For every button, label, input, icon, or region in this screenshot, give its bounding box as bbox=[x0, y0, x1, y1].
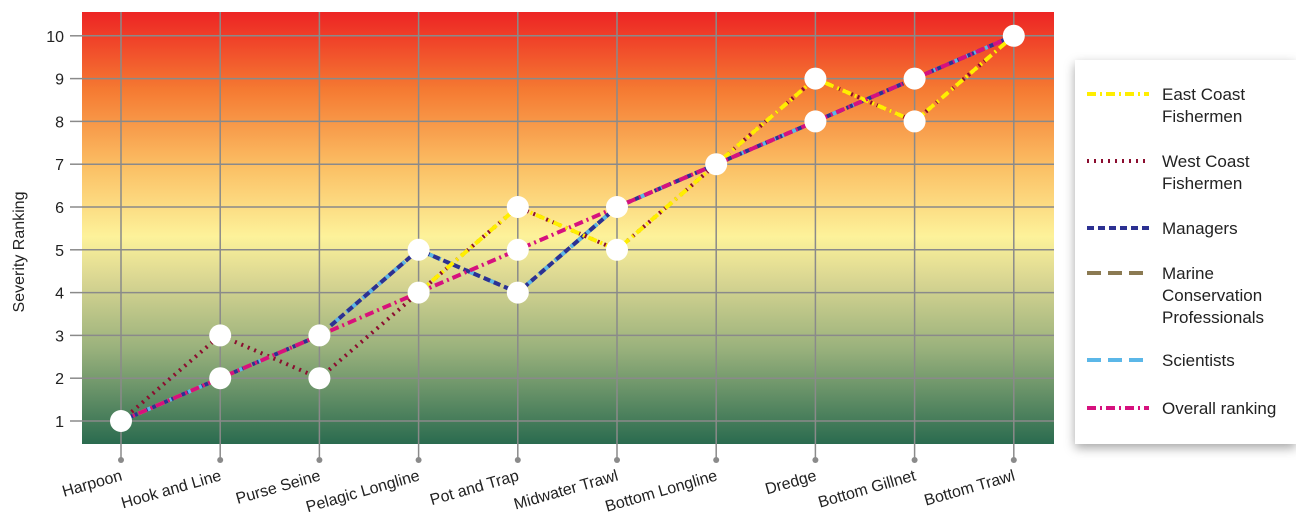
x-tick-dot bbox=[812, 457, 819, 463]
legend-label-line: Fishermen bbox=[1162, 174, 1243, 193]
y-tick-label: 4 bbox=[55, 286, 64, 303]
x-tick-dot bbox=[118, 457, 124, 463]
x-tick-label: Bottom Trawl bbox=[922, 468, 1016, 510]
legend-label-line: Overall ranking bbox=[1162, 399, 1277, 418]
legend-label: East Coast Fishermen bbox=[1162, 84, 1292, 128]
data-point-marker bbox=[407, 281, 430, 304]
series-line-managers bbox=[120, 33, 1015, 423]
data-point-marker bbox=[110, 410, 132, 432]
data-point-marker bbox=[606, 238, 628, 261]
x-tick-label: Bottom Longline bbox=[603, 467, 719, 515]
data-point-marker bbox=[407, 238, 430, 261]
x-tick-label: Pelagic Longline bbox=[304, 467, 422, 516]
legend-label: West Coast Fishermen bbox=[1162, 151, 1292, 195]
y-tick-label: 2 bbox=[55, 371, 64, 388]
x-tick-label: Dredge bbox=[763, 467, 818, 498]
series-line-east-coast-fishermen bbox=[120, 34, 1016, 423]
data-point-marker bbox=[903, 110, 926, 133]
data-point-marker bbox=[606, 196, 628, 218]
x-tick-dot bbox=[217, 457, 224, 463]
x-tick-label: Bottom Gillnet bbox=[816, 467, 918, 511]
y-tick-label: 10 bbox=[46, 29, 64, 46]
data-point-marker bbox=[506, 196, 529, 218]
legend-swatch bbox=[1087, 271, 1149, 275]
x-tick-label: Pot and Trap bbox=[428, 467, 521, 509]
legend-swatch bbox=[1087, 226, 1149, 230]
data-point-marker bbox=[506, 281, 529, 304]
y-tick-label: 1 bbox=[55, 414, 64, 431]
y-tick-label: 6 bbox=[55, 200, 64, 217]
x-tick-label: Harpoon bbox=[60, 468, 124, 501]
legend-label-line: Fishermen bbox=[1162, 107, 1243, 126]
x-tick-dot bbox=[614, 457, 620, 463]
legend-label-line: Managers bbox=[1162, 219, 1238, 238]
grid bbox=[70, 12, 1054, 463]
data-point-marker bbox=[209, 324, 232, 347]
y-tick-label: 5 bbox=[55, 243, 64, 260]
y-tick-label: 3 bbox=[55, 328, 64, 345]
data-point-marker bbox=[804, 110, 827, 133]
data-point-marker bbox=[1002, 24, 1025, 47]
x-tick-label: Midwater Trawl bbox=[512, 468, 620, 514]
series-lines bbox=[119, 33, 1016, 423]
data-point-marker bbox=[308, 324, 331, 347]
x-tick-dot bbox=[911, 457, 918, 463]
legend-label-line: Marine bbox=[1162, 264, 1214, 283]
legend-label: Managers bbox=[1162, 218, 1292, 240]
y-tick-label: 8 bbox=[55, 114, 64, 131]
y-tick-labels: 1 2 3 4 5 6 7 8 9 10 bbox=[46, 29, 64, 431]
legend-label: Scientists bbox=[1162, 350, 1292, 372]
legend-label-line: East Coast bbox=[1162, 85, 1246, 104]
x-tick-dot bbox=[316, 457, 323, 463]
y-tick-label: 7 bbox=[55, 157, 64, 174]
y-axis-title: Severity Ranking bbox=[11, 192, 28, 313]
x-tick-dot bbox=[415, 457, 422, 463]
x-tick-dot bbox=[514, 457, 521, 463]
data-point-marker bbox=[506, 238, 529, 261]
legend-swatch bbox=[1087, 358, 1149, 362]
data-markers bbox=[110, 24, 1025, 432]
legend-label: Overall ranking bbox=[1162, 398, 1292, 420]
legend-label-line: Scientists bbox=[1162, 351, 1235, 370]
y-tick-label: 9 bbox=[55, 72, 64, 89]
legend-swatch bbox=[1087, 159, 1149, 163]
x-tick-dot bbox=[1010, 457, 1017, 463]
plot-background bbox=[82, 12, 1054, 444]
legend-swatch bbox=[1087, 406, 1149, 410]
legend: East Coast Fishermen West Coast Fishermen Ma… bbox=[1075, 60, 1296, 444]
legend-swatch bbox=[1087, 92, 1149, 96]
legend-label-line: Professionals bbox=[1162, 308, 1265, 327]
data-point-marker bbox=[308, 367, 331, 390]
data-point-marker bbox=[804, 67, 827, 90]
legend-label-line: West Coast bbox=[1162, 152, 1250, 171]
x-tick-dot bbox=[713, 457, 720, 463]
data-point-marker bbox=[209, 367, 232, 390]
legend-label: Marine Conservation Professionals bbox=[1162, 263, 1292, 329]
data-point-marker bbox=[903, 67, 926, 90]
x-tick-label: Hook and Line bbox=[119, 467, 223, 512]
legend-label-line: Conservation bbox=[1162, 286, 1263, 305]
data-point-marker bbox=[705, 153, 728, 176]
